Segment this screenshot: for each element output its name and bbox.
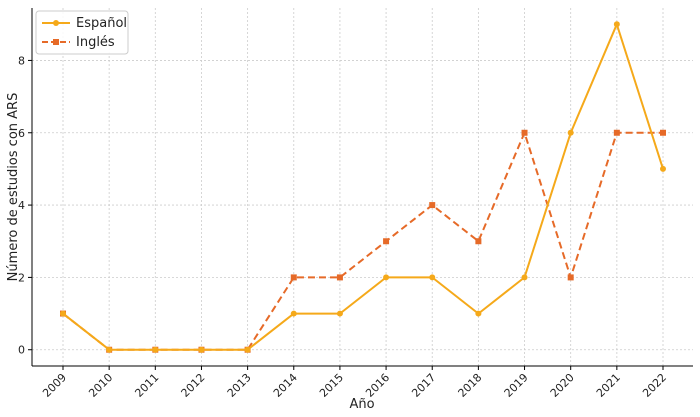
point-ingles [660, 129, 666, 136]
point-espanol [660, 165, 666, 172]
legend-marker-ingles [53, 39, 59, 45]
point-espanol [290, 310, 297, 317]
point-ingles [429, 202, 436, 209]
point-espanol [106, 346, 113, 353]
point-espanol [475, 310, 482, 317]
grid [32, 8, 693, 366]
point-ingles [521, 129, 528, 136]
x-tick-label: 2015 [317, 371, 346, 400]
point-ingles [336, 274, 343, 281]
legend-entry-espanol: Español [42, 16, 127, 31]
point-ingles [567, 274, 574, 281]
point-espanol [383, 274, 390, 281]
point-espanol [521, 274, 528, 281]
point-espanol [244, 346, 251, 353]
y-tick-label: 0 [18, 344, 25, 357]
point-ingles [383, 238, 390, 245]
y-tick-label: 6 [18, 127, 25, 140]
point-espanol [60, 310, 66, 317]
y-ticks: 0 2 4 6 8 [18, 54, 32, 357]
point-espanol [336, 310, 343, 317]
x-tick-label: 2022 [640, 371, 669, 400]
legend-label-ingles: Inglés [76, 35, 115, 50]
x-tick-label: 2013 [225, 371, 254, 400]
y-tick-label: 2 [18, 271, 25, 284]
x-tick-label: 2019 [502, 371, 531, 400]
x-tick-label: 2010 [86, 371, 115, 400]
point-ingles [290, 274, 297, 281]
point-espanol [613, 21, 620, 28]
x-tick-label: 2012 [179, 371, 208, 400]
x-tick-label: 2017 [409, 371, 438, 400]
x-axis-label: Año [349, 397, 374, 412]
x-tick-label: 2018 [456, 371, 485, 400]
x-tick-label: 2021 [594, 371, 623, 400]
series-layer [60, 21, 666, 353]
x-ticks: 2009 2010 2011 2012 2013 2014 2015 2016 2017 2018… [40, 366, 669, 400]
x-tick-label: 2009 [40, 371, 69, 400]
point-ingles [475, 238, 482, 245]
legend-label-espanol: Español [76, 16, 127, 31]
point-espanol [198, 346, 205, 353]
legend-entry-ingles: Inglés [42, 35, 115, 50]
y-tick-label: 4 [18, 199, 25, 212]
x-tick-label: 2011 [132, 371, 161, 400]
point-espanol [567, 129, 574, 136]
series-line-espanol [62, 23, 664, 351]
legend: Español Inglés [35, 10, 129, 55]
x-tick-label: 2020 [548, 371, 577, 400]
y-axis-label: Número de estudios con ARS [6, 93, 21, 282]
legend-marker-espanol [53, 20, 59, 26]
point-ingles [613, 129, 620, 136]
series-line-ingles [62, 131, 663, 351]
y-tick-label: 8 [18, 54, 25, 67]
axes [31, 8, 693, 367]
point-espanol [152, 346, 159, 353]
x-tick-label: 2014 [271, 371, 300, 400]
point-espanol [429, 274, 436, 281]
x-tick-label: 2016 [363, 371, 392, 400]
